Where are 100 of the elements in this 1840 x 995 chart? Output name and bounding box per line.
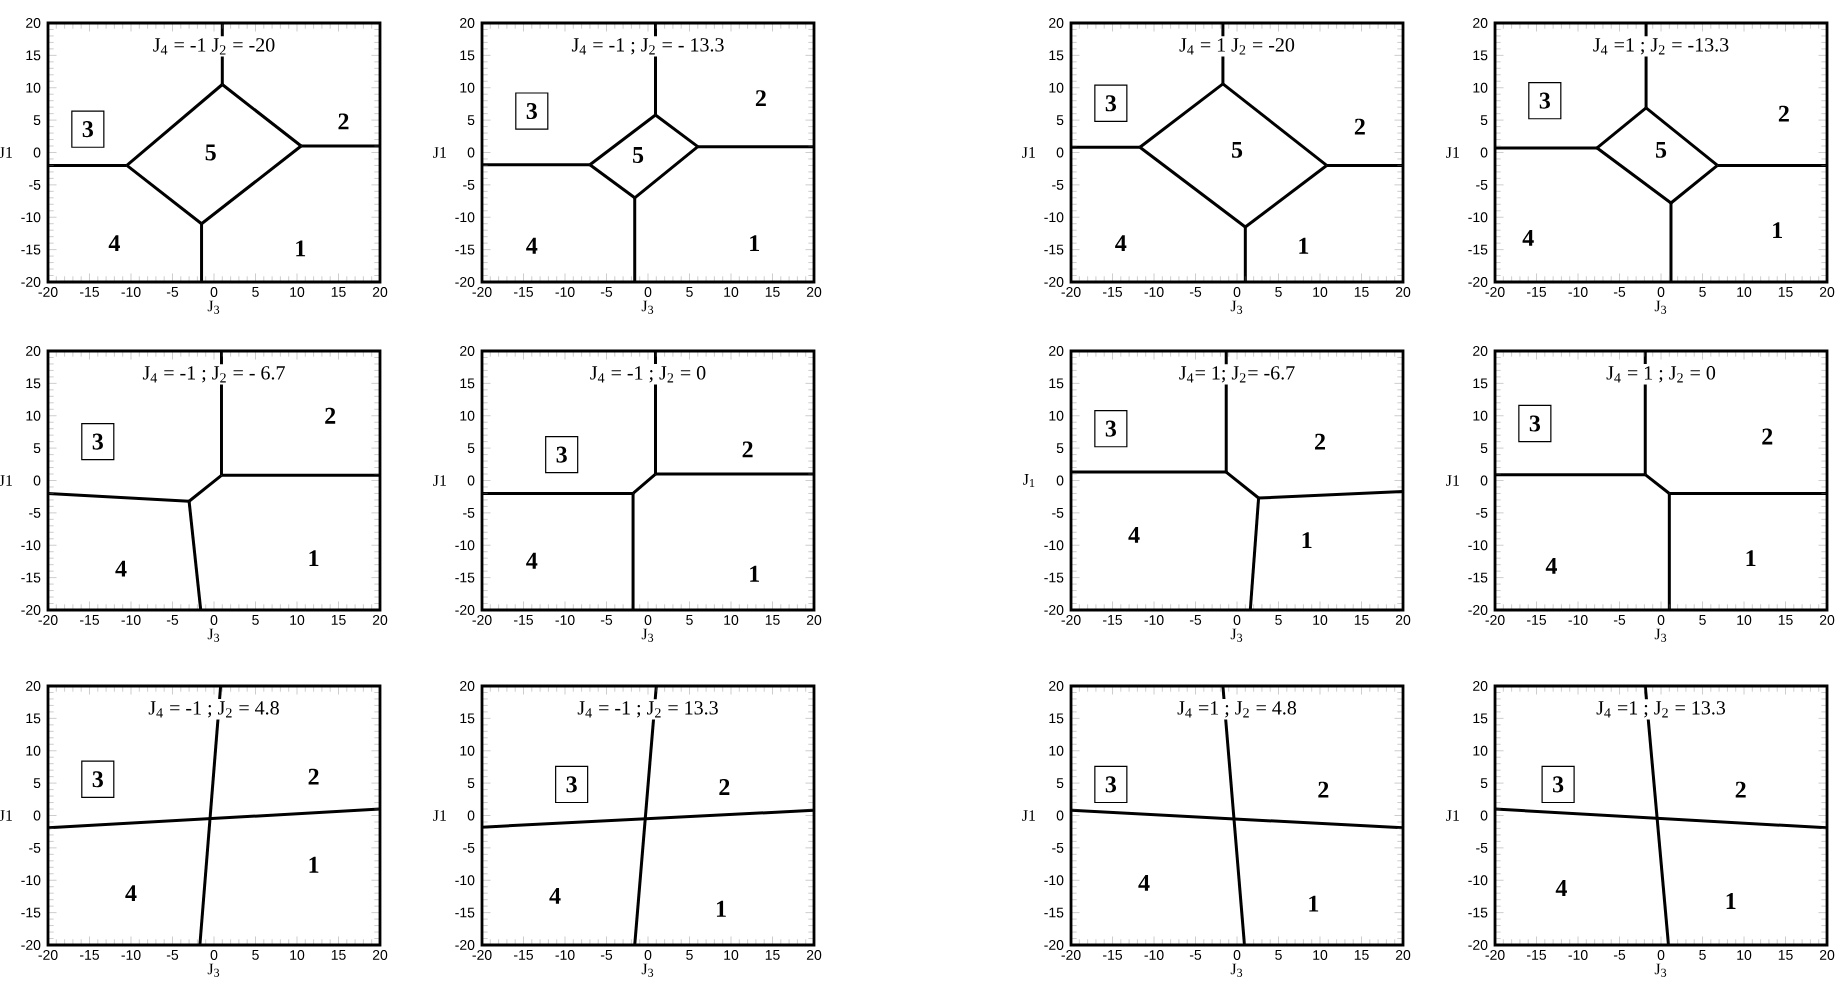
annotation: 1	[1726, 893, 1736, 909]
annotation: 3	[556, 446, 567, 463]
y-tick-label: 5	[1480, 778, 1488, 788]
y-tick-label: -15	[1044, 907, 1064, 918]
annotation: 3	[1105, 420, 1117, 437]
y-tick-label: 5	[467, 778, 475, 788]
x-tick-label: -15	[1103, 287, 1123, 297]
annotation: 5	[1231, 141, 1243, 158]
y-tick-label: 20	[1473, 18, 1488, 28]
y-tick-label: -15	[1044, 572, 1064, 583]
annotation: 4	[125, 885, 137, 902]
x-tick-label: 15	[1778, 950, 1793, 960]
x-tick-label: -10	[1144, 287, 1164, 297]
x-tick-label: 5	[252, 950, 259, 960]
y-tick-label: -20	[1468, 277, 1488, 287]
x-tick-label: -15	[80, 950, 100, 960]
x-tick-label: 20	[806, 615, 822, 625]
annotation: 1	[1309, 895, 1319, 912]
x-tick-label: 10	[1313, 615, 1328, 625]
annotation: 2	[1778, 105, 1789, 122]
y-tick-label: -20	[455, 605, 475, 615]
y-tick-label: 15	[460, 50, 475, 61]
y-axis-title: J1	[433, 810, 446, 821]
y-tick-label: 10	[1473, 82, 1488, 93]
y-tick-label: 15	[1473, 378, 1488, 389]
x-tick-label: -15	[1527, 950, 1547, 960]
annotation: 1	[1302, 532, 1312, 548]
y-tick-label: 0	[1480, 810, 1488, 821]
x-tick-label: 15	[331, 287, 346, 297]
y-tick-label: -20	[1468, 605, 1488, 615]
annotation: 2	[325, 407, 336, 424]
x-tick-label: -15	[1527, 615, 1547, 625]
annotation: 4	[1545, 558, 1558, 574]
x-tick-label: -10	[121, 287, 141, 297]
x-tick-label: 10	[1737, 287, 1752, 297]
x-tick-label: 10	[724, 615, 739, 625]
x-tick-label: 5	[1699, 287, 1706, 297]
x-tick-label: -10	[1568, 287, 1588, 297]
y-tick-label: 20	[460, 346, 475, 356]
y-tick-label: -10	[1468, 875, 1488, 886]
annotation: 1	[750, 235, 760, 252]
x-tick-label: 10	[724, 287, 739, 297]
x-tick-label: -15	[80, 615, 100, 625]
annotation: 1	[1773, 222, 1782, 239]
x-tick-label: 0	[1233, 950, 1241, 960]
x-tick-label: -5	[1613, 287, 1626, 297]
x-tick-label: 20	[806, 950, 822, 960]
y-tick-label: 5	[1056, 778, 1064, 788]
y-tick-label: 15	[1049, 50, 1064, 61]
y-tick-label: 0	[1056, 475, 1064, 486]
y-tick-label: 10	[1049, 745, 1064, 756]
x-tick-label: 20	[1395, 615, 1411, 625]
annotation: 3	[82, 121, 94, 138]
annotation: 4	[526, 237, 538, 254]
x-tick-label: -10	[1568, 615, 1588, 625]
y-tick-label: -5	[463, 507, 475, 518]
y-tick-label: -20	[455, 277, 475, 287]
y-tick-label: 5	[467, 443, 475, 453]
y-tick-label: 10	[460, 82, 475, 93]
y-tick-label: -20	[1468, 940, 1488, 950]
x-tick-label: -10	[555, 615, 575, 625]
y-tick-label: 0	[467, 147, 475, 158]
y-tick-label: 5	[1480, 443, 1488, 453]
y-tick-label: -15	[455, 244, 475, 255]
annotation: 2	[1762, 428, 1773, 445]
y-tick-label: -5	[463, 179, 475, 190]
x-tick-label: 5	[1275, 615, 1282, 625]
annotation: 5	[205, 144, 216, 161]
x-tick-label: -10	[1144, 615, 1164, 625]
y-tick-label: -15	[455, 572, 475, 583]
x-tick-label: 10	[724, 950, 739, 960]
annotation: 1	[1746, 550, 1756, 567]
text: J$_{4}$ =1 ; J$_{2}$ = 13.3	[1596, 701, 1726, 718]
y-tick-label: -5	[29, 842, 41, 853]
text: J$_{4}$ = -1 ; J$_{2}$ = - 6.7	[142, 366, 285, 383]
y-tick-label: 10	[460, 410, 475, 421]
y-tick-label: 10	[26, 745, 41, 756]
x-tick-label: 10	[290, 615, 305, 625]
x-tick-label: 0	[644, 287, 652, 297]
y-tick-label: -20	[1044, 940, 1064, 950]
x-tick-label: 15	[1354, 950, 1369, 960]
annotation: 4	[1115, 235, 1127, 252]
x-tick-label: 15	[765, 287, 780, 297]
x-tick-label: 15	[765, 615, 780, 625]
x-tick-label: -5	[1613, 950, 1626, 960]
y-tick-label: 5	[33, 778, 41, 788]
y-axis-title: J$_{1}$	[1023, 474, 1035, 487]
annotation: 2	[338, 113, 349, 130]
y-tick-label: -10	[455, 540, 475, 551]
annotation: 1	[309, 550, 319, 567]
annotation: 1	[750, 565, 760, 582]
y-tick-label: -5	[1476, 507, 1488, 518]
x-tick-label: 0	[1233, 615, 1241, 625]
annotation: 3	[92, 771, 103, 788]
y-tick-label: -15	[21, 572, 41, 583]
x-tick-label: -15	[1103, 615, 1123, 625]
x-tick-label: 0	[644, 615, 652, 625]
x-tick-label: 10	[290, 287, 305, 297]
x-tick-label: 15	[1778, 287, 1793, 297]
y-tick-label: 10	[1049, 82, 1064, 93]
